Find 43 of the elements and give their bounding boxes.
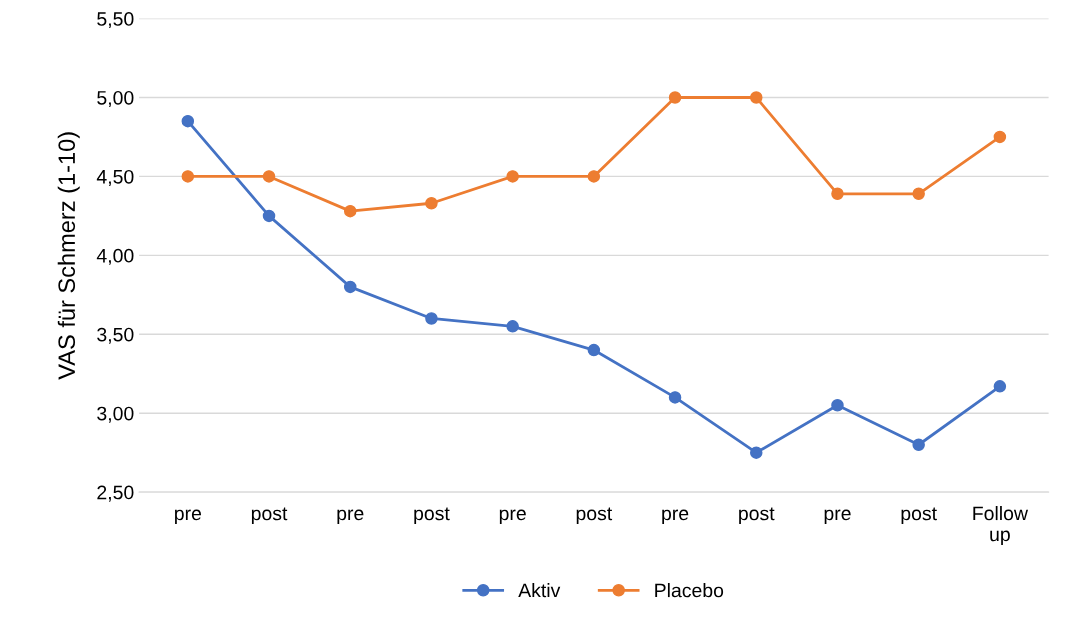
point — [262, 170, 276, 183]
x-tick-label: pre — [337, 509, 364, 525]
point — [668, 91, 682, 104]
point — [587, 343, 601, 357]
point — [750, 91, 763, 104]
x-tick-label: pre — [175, 509, 202, 525]
point — [993, 130, 1007, 144]
y-tick-label: 5,00 — [97, 90, 134, 108]
point — [506, 170, 519, 183]
point — [993, 380, 1007, 393]
x-tick-label: pre — [824, 509, 851, 525]
y-tick-label: 2,50 — [97, 485, 134, 502]
x-tick-label: post — [414, 507, 450, 525]
y-tick-label: 5,50 — [97, 12, 134, 29]
x-tick-label: post — [251, 507, 288, 525]
legend-label: Placebo — [655, 583, 724, 598]
point — [425, 196, 438, 210]
point — [912, 438, 925, 452]
y-tick-label: 3,00 — [97, 406, 134, 423]
x-tick-label: pre — [499, 509, 526, 525]
point — [506, 320, 519, 333]
point — [181, 114, 195, 128]
y-tick-label: 4,50 — [96, 169, 134, 186]
point — [343, 280, 357, 294]
x-tick-label: post — [576, 507, 613, 525]
x-tick-label: post — [739, 507, 775, 525]
point — [262, 209, 276, 223]
point — [912, 187, 925, 201]
x-tick-label: Follow up — [973, 505, 1029, 546]
point — [425, 312, 438, 325]
y-tick-label: 4,00 — [96, 248, 134, 265]
point — [750, 446, 763, 459]
y-axis-title: VAS für Schmerz (1-10) — [57, 132, 80, 380]
point — [181, 170, 195, 183]
point — [587, 170, 601, 183]
y-tick-label: 3,50 — [97, 327, 134, 344]
point — [831, 399, 844, 412]
point — [343, 204, 357, 218]
point — [831, 187, 844, 201]
x-tick-label: post — [901, 507, 937, 525]
x-tick-label: pre — [662, 509, 689, 525]
legend-label: Aktiv — [518, 583, 561, 598]
point — [668, 391, 682, 404]
